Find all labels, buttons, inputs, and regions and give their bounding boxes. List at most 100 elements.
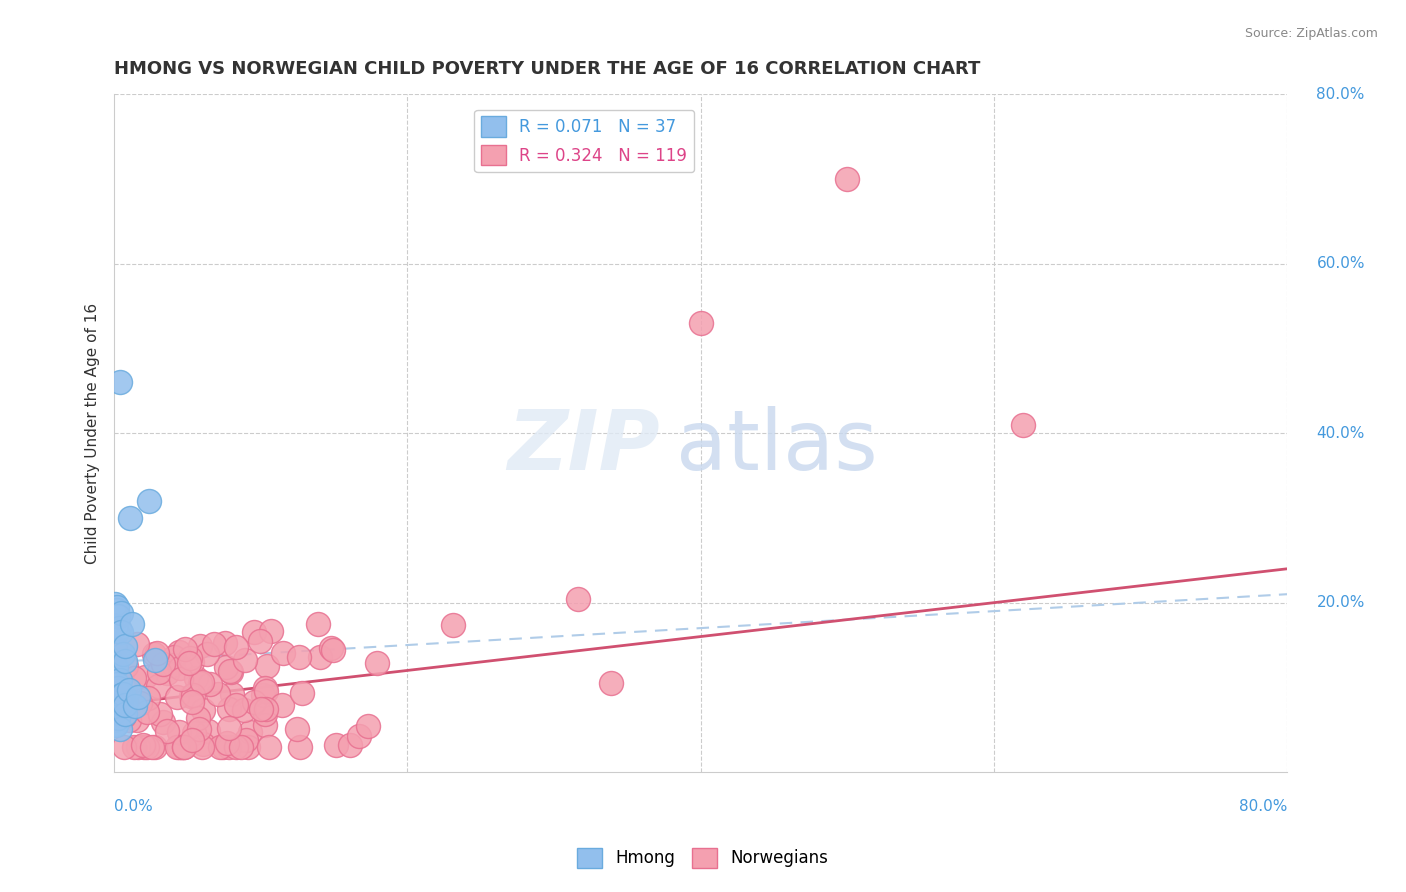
Point [254,684,277,698]
Point [288,650,311,665]
Point [142,647,165,661]
Point [187,723,209,737]
Point [319,640,342,655]
Point [104,640,127,655]
Point [125,713,148,727]
Point [112,739,135,754]
Point [114,639,136,653]
Point [112,709,135,723]
Point [214,660,236,674]
Point [187,711,209,725]
Point [105,718,128,732]
Point [191,739,214,754]
Point [218,739,240,754]
Point [107,609,129,624]
Point [146,679,169,693]
Point [107,621,129,635]
Legend: R = 0.071   N = 37, R = 0.324   N = 119: R = 0.071 N = 37, R = 0.324 N = 119 [474,110,695,172]
Point [181,688,204,702]
Point [174,642,197,657]
Point [107,681,129,696]
Point [134,739,156,754]
Point [105,624,128,639]
Text: atlas: atlas [676,407,877,487]
Point [249,702,271,716]
Point [218,721,240,735]
Point [235,732,257,747]
Point [215,737,238,751]
Point [231,739,253,754]
Point [169,725,191,739]
Point [108,673,131,688]
Point [105,599,128,614]
Point [270,698,292,713]
Point [110,624,132,639]
Point [214,636,236,650]
Point [183,726,205,740]
Point [152,657,174,672]
Point [104,607,127,622]
Point [181,695,204,709]
Point [108,376,131,390]
Point [366,656,388,670]
Point [207,687,229,701]
Point [118,511,141,525]
Legend: Hmong, Norwegians: Hmong, Norwegians [571,841,835,875]
Point [110,691,132,706]
Point [173,739,195,754]
Point [837,172,859,186]
Point [169,739,191,754]
Point [179,651,201,665]
Point [138,494,160,508]
Point [253,706,276,721]
Point [136,739,159,754]
Point [136,705,159,719]
Point [104,598,127,612]
Y-axis label: Child Poverty Under the Age of 16: Child Poverty Under the Age of 16 [86,302,100,564]
Point [132,739,155,753]
Point [170,672,193,686]
Point [124,699,146,714]
Point [111,687,134,701]
Point [322,643,344,657]
Point [170,739,193,754]
Text: 20.0%: 20.0% [1316,595,1365,610]
Point [117,713,139,727]
Point [148,665,170,680]
Point [273,647,295,661]
Point [117,683,139,698]
Point [209,739,232,754]
Point [143,739,166,754]
Point [166,739,188,754]
Point [114,658,136,673]
Point [197,724,219,739]
Text: 80.0%: 80.0% [1239,799,1286,814]
Point [105,660,128,674]
Point [105,677,128,691]
Point [191,674,214,689]
Point [166,690,188,705]
Point [238,739,260,754]
Point [285,723,308,737]
Point [104,705,127,719]
Point [111,647,134,661]
Point [115,693,138,707]
Point [128,696,150,710]
Point [291,686,314,700]
Text: 40.0%: 40.0% [1316,425,1365,441]
Text: 60.0%: 60.0% [1316,256,1365,271]
Point [104,713,127,727]
Point [253,681,276,695]
Point [169,661,191,675]
Point [188,676,211,690]
Point [218,702,240,716]
Point [325,738,347,752]
Point [188,639,211,653]
Point [124,739,146,754]
Point [163,650,186,665]
Point [254,702,277,716]
Point [256,658,278,673]
Point [141,739,163,754]
Point [121,617,143,632]
Point [114,707,136,722]
